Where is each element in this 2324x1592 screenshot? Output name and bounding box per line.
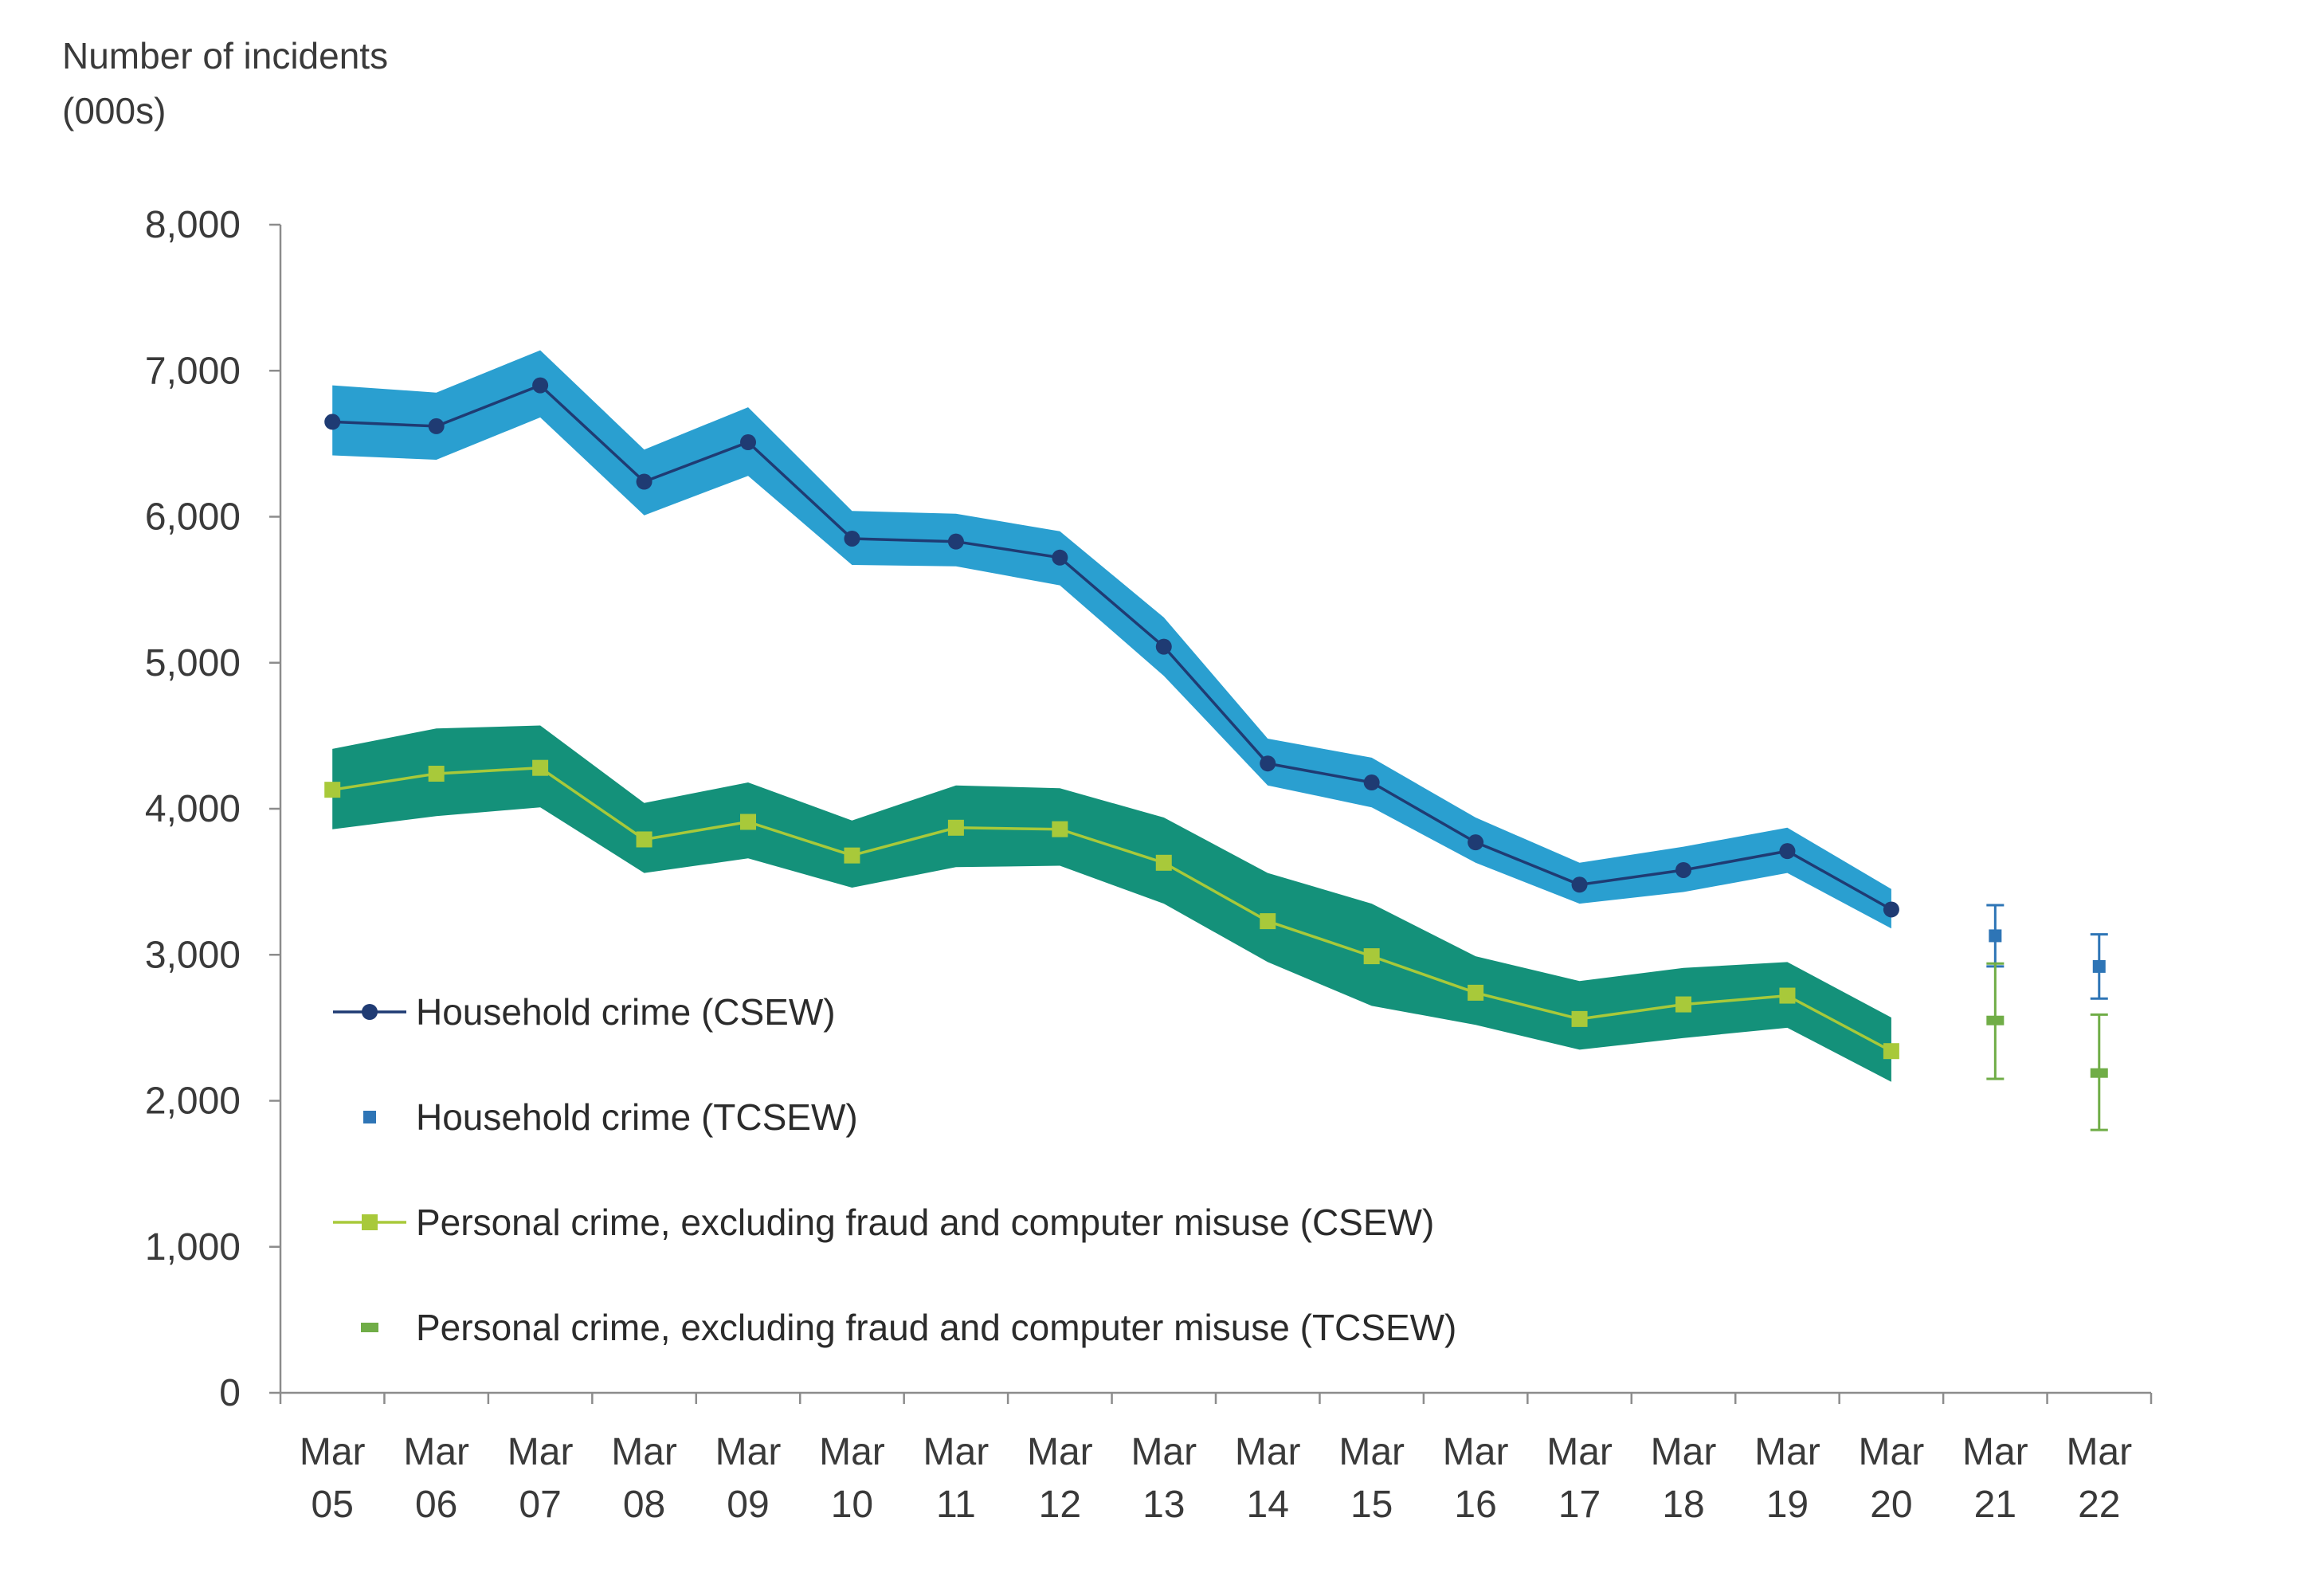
- data-point: [1883, 1043, 1899, 1060]
- band-series-0: [332, 350, 1891, 929]
- data-point: [324, 414, 341, 430]
- data-point: [1779, 987, 1796, 1004]
- legend-marker: [362, 1004, 378, 1020]
- legend: Household crime (CSEW) Household crime (T…: [333, 991, 1456, 1348]
- data-point: [1571, 1010, 1588, 1027]
- y-tick-label: 3,000: [145, 934, 241, 976]
- y-axis-title-line-1: Number of incidents: [62, 35, 388, 76]
- data-point: [1675, 861, 1691, 878]
- data-point: [1052, 549, 1068, 566]
- x-tick-label: Mar 15: [1338, 1431, 1405, 1526]
- data-point: [636, 831, 653, 848]
- data-point: [844, 530, 860, 547]
- x-tick-label: Mar 17: [1546, 1431, 1613, 1526]
- y-tick-label: 4,000: [145, 788, 241, 830]
- y-tick-label: 5,000: [145, 642, 241, 684]
- y-tick-label: 8,000: [145, 204, 241, 246]
- legend-item-2: Personal crime, excluding fraud and comp…: [333, 1202, 1434, 1243]
- data-point: [1986, 1015, 2005, 1025]
- data-point: [1155, 638, 1172, 655]
- data-point: [1989, 929, 2002, 943]
- data-point: [844, 847, 860, 864]
- legend-label: Personal crime, excluding fraud and comp…: [416, 1202, 1434, 1243]
- x-tick-label: Mar 18: [1651, 1431, 1717, 1526]
- data-point: [1260, 913, 1276, 930]
- data-point: [740, 434, 756, 451]
- y-tick-label: 2,000: [145, 1080, 241, 1123]
- data-point: [1363, 774, 1380, 791]
- data-point: [1468, 834, 1484, 851]
- y-tick-label: 7,000: [145, 350, 241, 392]
- data-point: [2092, 959, 2106, 973]
- y-tick-label: 0: [219, 1372, 241, 1414]
- data-point: [428, 766, 445, 782]
- x-tick-label: Mar 12: [1027, 1431, 1093, 1526]
- data-point: [947, 819, 964, 836]
- x-tick-label: Mar 16: [1443, 1431, 1509, 1526]
- legend-marker: [362, 1214, 378, 1230]
- data-point: [532, 759, 549, 776]
- y-tick-label: 6,000: [145, 496, 241, 539]
- legend-marker: [361, 1323, 378, 1332]
- data-point: [740, 814, 756, 830]
- data-point: [2090, 1068, 2108, 1078]
- legend-label: Household crime (TCSEW): [416, 1096, 858, 1138]
- y-axis-title-line-2: (000s): [62, 90, 166, 131]
- legend-label: Household crime (CSEW): [416, 991, 836, 1033]
- x-tick-label: Mar 22: [2066, 1431, 2132, 1526]
- data-point: [1052, 821, 1068, 837]
- x-tick-label: Mar 21: [1962, 1431, 2028, 1526]
- series-0: [324, 377, 1899, 918]
- x-tick-label: Mar 06: [403, 1431, 469, 1526]
- x-tick-label: Mar 05: [300, 1431, 366, 1526]
- legend-item-0: Household crime (CSEW): [333, 991, 836, 1033]
- y-tick-label: 1,000: [145, 1226, 241, 1269]
- legend-item-1: Household crime (TCSEW): [363, 1096, 858, 1138]
- data-point: [947, 533, 964, 550]
- legend-item-3: Personal crime, excluding fraud and comp…: [361, 1307, 1456, 1348]
- data-point: [1675, 996, 1691, 1013]
- data-point: [324, 782, 341, 798]
- x-tick-label: Mar 13: [1131, 1431, 1197, 1526]
- series-1: [1986, 904, 2108, 1000]
- band-series-2: [332, 725, 1891, 1082]
- data-point: [428, 418, 445, 434]
- series-line: [332, 383, 1892, 911]
- data-point: [1883, 901, 1899, 918]
- data-point: [1779, 843, 1796, 860]
- x-tick-label: Mar 09: [715, 1431, 782, 1526]
- x-tick-label: Mar 08: [611, 1431, 677, 1526]
- series-layer: [324, 377, 2108, 1131]
- x-tick-label: Mar 10: [819, 1431, 885, 1526]
- series-3: [1986, 962, 2108, 1131]
- data-point: [1155, 854, 1172, 871]
- axes: 0 1,000 2,000 3,000 4,000 5,000 6,000 7,000 8,00…: [145, 204, 2153, 1526]
- legend-label: Personal crime, excluding fraud and comp…: [416, 1307, 1456, 1348]
- data-point: [636, 473, 653, 490]
- series-line: [331, 766, 1892, 1053]
- x-tick-label: Mar 20: [1859, 1431, 1925, 1526]
- x-tick-label: Mar 19: [1754, 1431, 1820, 1526]
- series-2: [324, 759, 1899, 1060]
- x-tick-label: Mar 11: [923, 1431, 990, 1526]
- x-tick-label: Mar 07: [508, 1431, 574, 1526]
- data-point: [1571, 876, 1588, 893]
- data-point: [1468, 984, 1484, 1001]
- data-point: [1363, 948, 1380, 965]
- data-point: [532, 377, 549, 394]
- legend-marker: [363, 1111, 376, 1123]
- y-axis-title: Number of incidents (000s): [62, 35, 388, 131]
- data-point: [1260, 755, 1276, 772]
- confidence-bands: [332, 350, 1891, 1082]
- x-tick-label: Mar 14: [1235, 1431, 1301, 1526]
